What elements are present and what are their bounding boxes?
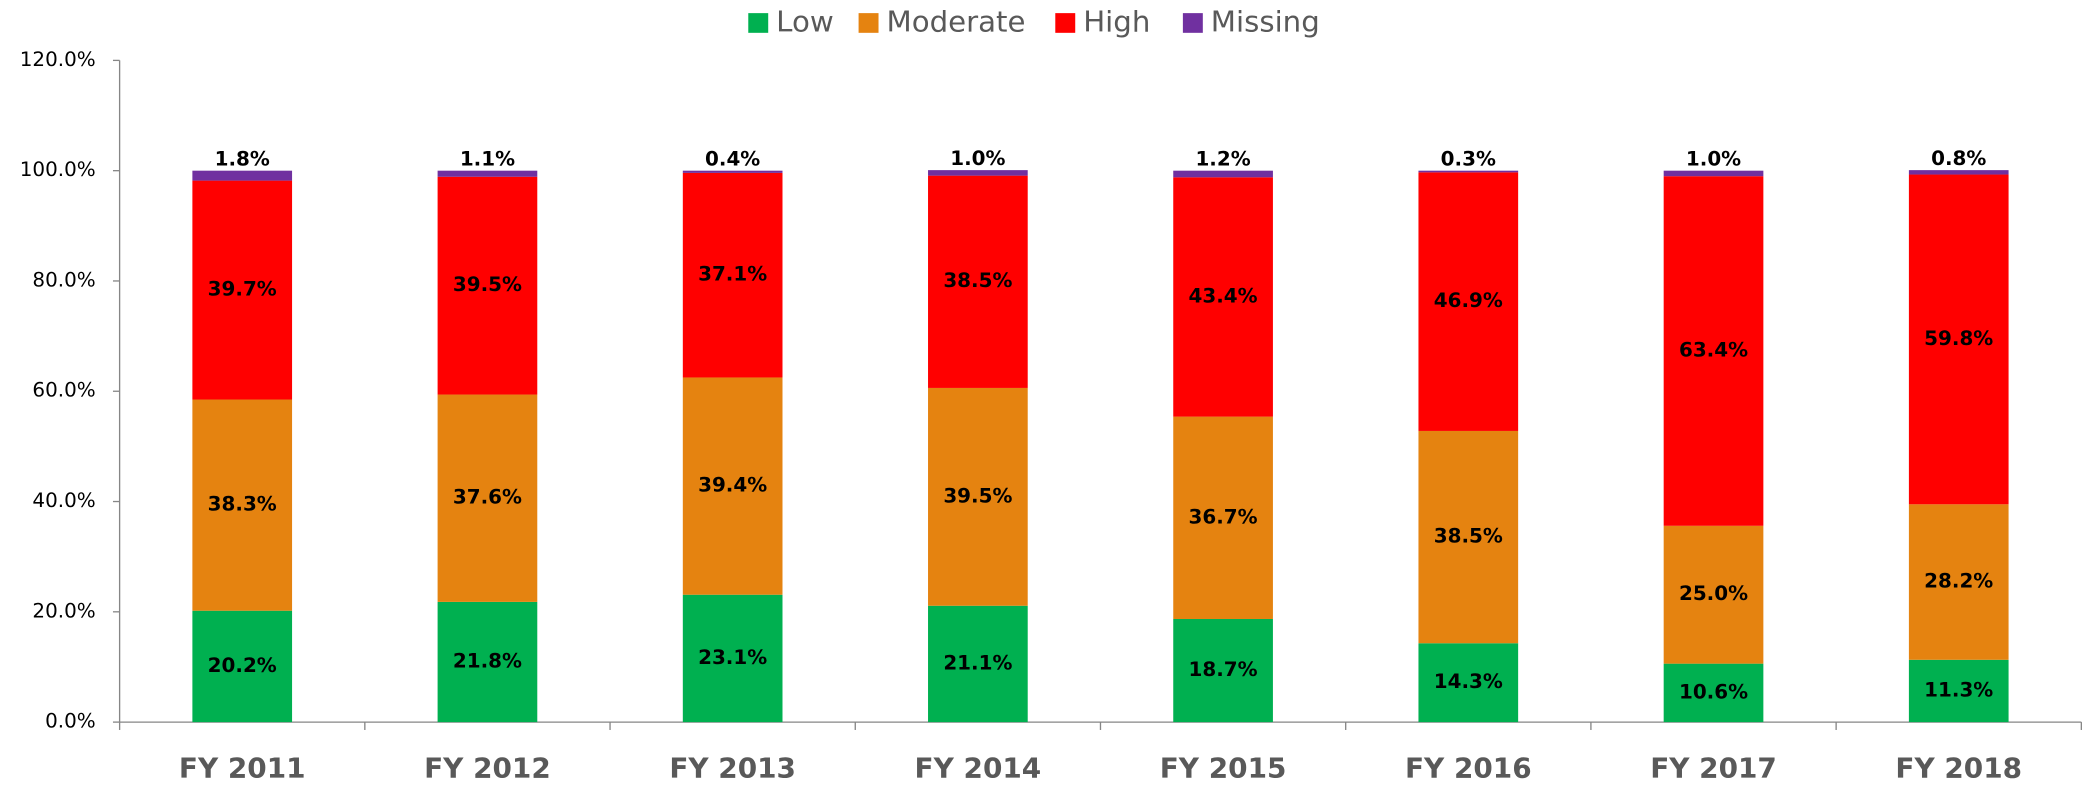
bar-segment <box>1663 170 1764 177</box>
data-label: 37.6% <box>453 486 522 509</box>
y-tick-label: 80.0% <box>32 269 95 292</box>
data-label: 38.5% <box>1434 525 1503 548</box>
legend-swatch <box>1182 13 1203 33</box>
legend-label: Missing <box>1211 5 1320 39</box>
data-label: 36.7% <box>1189 505 1258 528</box>
x-tick-label: FY 2018 <box>1895 751 2022 784</box>
bar-segment <box>192 610 293 723</box>
data-label: 1.1% <box>460 148 515 171</box>
bar-segment <box>437 176 538 395</box>
data-label: 39.7% <box>208 278 277 301</box>
bar-segment <box>437 170 538 177</box>
data-label: 10.6% <box>1679 680 1748 703</box>
legend-label: High <box>1083 5 1150 39</box>
data-label: 18.7% <box>1189 658 1258 681</box>
data-label: 23.1% <box>698 646 767 669</box>
data-label: 38.3% <box>208 493 277 516</box>
data-label: 37.1% <box>698 263 767 286</box>
data-label: 28.2% <box>1924 570 1993 593</box>
data-label: 1.0% <box>950 147 1005 170</box>
data-label: 0.8% <box>1931 147 1986 170</box>
y-tick-label: 20.0% <box>32 599 95 622</box>
bar-segment <box>1908 659 2009 723</box>
data-label: 1.8% <box>215 148 270 171</box>
y-tick-label: 0.0% <box>45 710 96 733</box>
legend-label: Moderate <box>886 5 1025 39</box>
y-tick-label: 60.0% <box>32 379 95 402</box>
bar-segment <box>192 170 293 181</box>
bar-segment <box>928 605 1028 723</box>
bar-segment <box>1418 170 1519 173</box>
bar-segment <box>928 387 1028 606</box>
bar-segment <box>1663 176 1764 526</box>
bar-segment <box>192 180 293 400</box>
x-tick-label: FY 2015 <box>1160 751 1287 784</box>
bar-segment <box>1173 177 1273 417</box>
bar-segment <box>928 175 1028 388</box>
data-label: 63.4% <box>1679 339 1748 362</box>
y-tick-label: 40.0% <box>32 489 95 512</box>
data-label: 43.4% <box>1189 285 1258 308</box>
bar-segment <box>1908 504 2009 660</box>
data-label: 39.4% <box>698 474 767 497</box>
data-label: 1.0% <box>1686 148 1741 171</box>
legend-label: Low <box>776 5 834 39</box>
bar-segment <box>437 394 538 602</box>
data-label: 20.2% <box>208 654 277 677</box>
bar-segment <box>682 594 783 723</box>
x-tick-label: FY 2014 <box>915 751 1042 784</box>
bar-segment <box>682 170 783 173</box>
legend-swatch <box>1055 13 1076 33</box>
x-tick-label: FY 2013 <box>669 751 796 784</box>
bar-segment <box>1418 172 1519 431</box>
data-label: 39.5% <box>453 273 522 296</box>
bar-segment <box>1173 618 1273 723</box>
bar-segment <box>682 377 783 595</box>
data-label: 21.1% <box>943 652 1012 675</box>
y-tick-label: 100.0% <box>20 158 96 181</box>
data-label: 59.8% <box>1924 327 1993 350</box>
data-label: 21.8% <box>453 650 522 673</box>
data-label: 0.3% <box>1441 148 1496 171</box>
data-label: 11.3% <box>1924 679 1993 702</box>
x-tick-label: FY 2011 <box>179 751 306 784</box>
y-tick-label: 120.0% <box>20 48 96 71</box>
bar-segment <box>1908 174 2009 505</box>
bar-segment <box>1173 416 1273 619</box>
data-label: 39.5% <box>943 484 1012 507</box>
legend-swatch <box>748 13 769 33</box>
bar-segment <box>682 172 783 378</box>
bar-segment <box>1908 170 2009 175</box>
bar-segment <box>1663 663 1764 723</box>
bar-segment <box>1663 525 1764 664</box>
data-label: 25.0% <box>1679 582 1748 605</box>
data-label: 38.5% <box>943 269 1012 292</box>
bar-segment <box>1173 170 1273 178</box>
bar-segment <box>437 601 538 723</box>
legend-swatch <box>858 13 879 33</box>
data-label: 0.4% <box>705 148 760 171</box>
data-label: 46.9% <box>1434 289 1503 312</box>
data-label: 14.3% <box>1434 670 1503 693</box>
bar-segment <box>1418 643 1519 723</box>
bar-segment <box>1418 430 1519 644</box>
bar-segment <box>928 170 1028 176</box>
data-label: 1.2% <box>1195 148 1250 171</box>
bar-segment <box>192 399 293 611</box>
x-tick-label: FY 2016 <box>1405 751 1532 784</box>
x-tick-label: FY 2017 <box>1650 751 1777 784</box>
x-tick-label: FY 2012 <box>424 751 551 784</box>
